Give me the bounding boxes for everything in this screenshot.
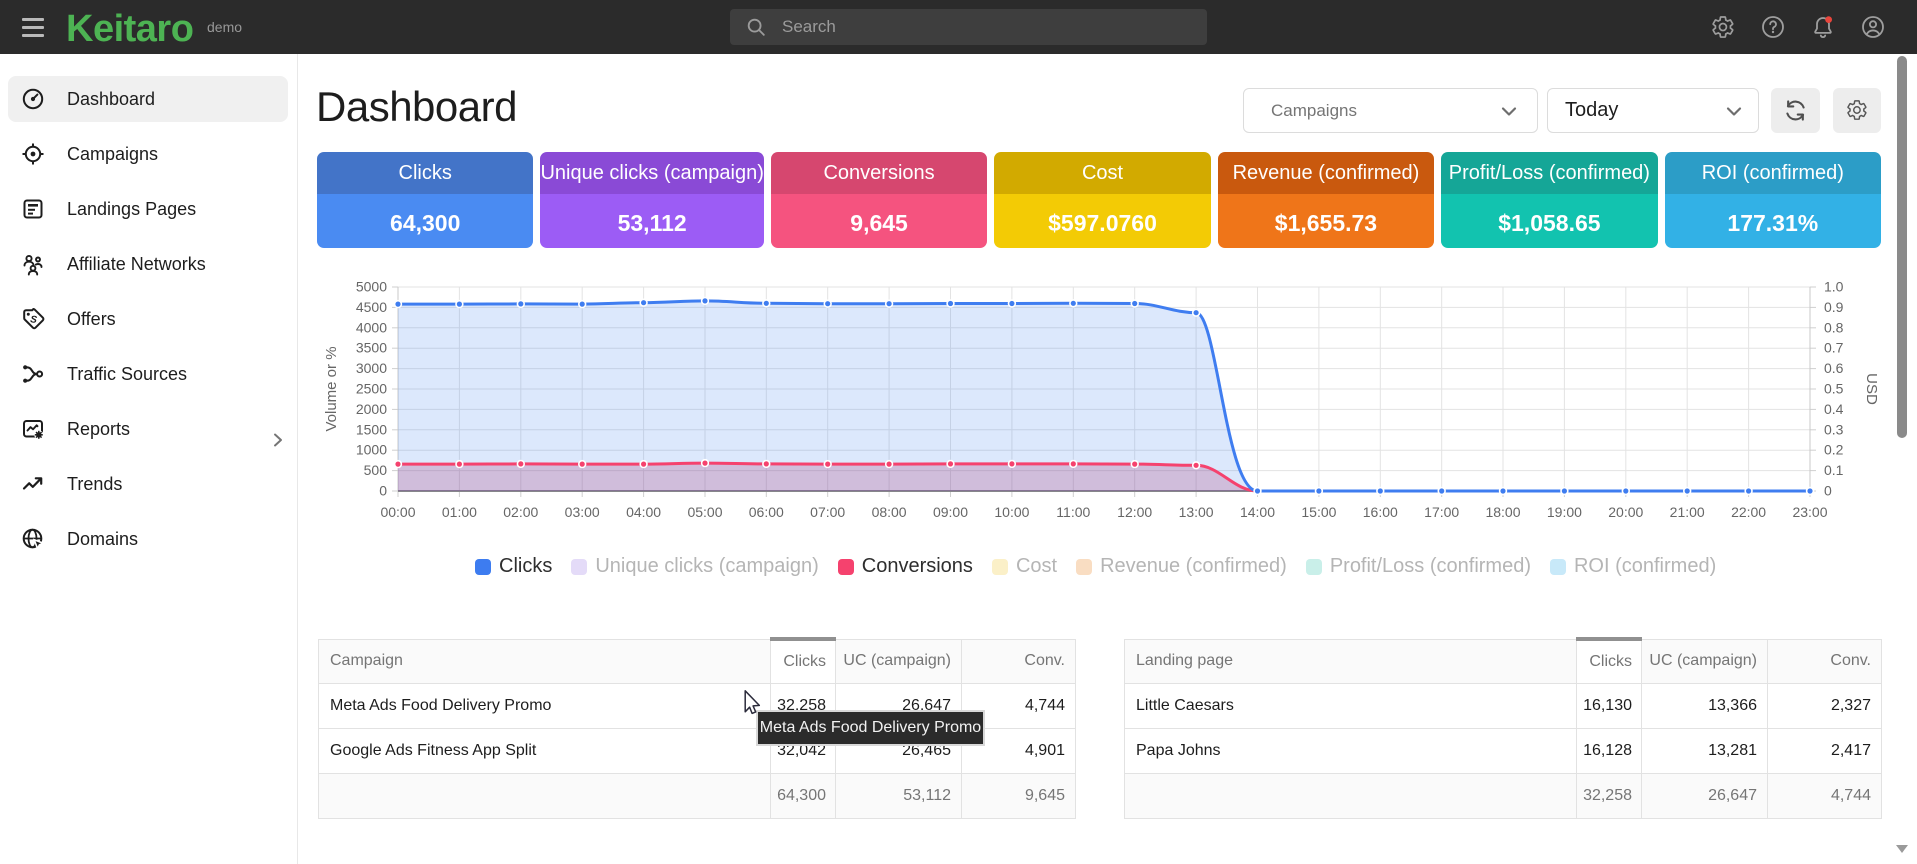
svg-text:0.3: 0.3 (1824, 421, 1844, 437)
svg-text:0.7: 0.7 (1824, 340, 1844, 356)
svg-text:0: 0 (1824, 483, 1832, 499)
svg-text:01:00: 01:00 (442, 504, 477, 520)
svg-text:21:00: 21:00 (1670, 504, 1705, 520)
svg-text:19:00: 19:00 (1547, 504, 1582, 520)
svg-text:17:00: 17:00 (1424, 504, 1459, 520)
svg-text:22:00: 22:00 (1731, 504, 1766, 520)
svg-text:06:00: 06:00 (749, 504, 784, 520)
svg-text:Volume or %: Volume or % (323, 346, 340, 431)
svg-text:07:00: 07:00 (810, 504, 845, 520)
svg-text:3500: 3500 (356, 340, 387, 356)
svg-text:0.1: 0.1 (1824, 462, 1844, 478)
svg-text:3000: 3000 (356, 360, 387, 376)
svg-text:15:00: 15:00 (1301, 504, 1336, 520)
svg-text:09:00: 09:00 (933, 504, 968, 520)
svg-text:20:00: 20:00 (1608, 504, 1643, 520)
svg-text:0.4: 0.4 (1824, 401, 1844, 417)
svg-text:1500: 1500 (356, 421, 387, 437)
svg-text:0.6: 0.6 (1824, 360, 1844, 376)
svg-text:USD: USD (1863, 373, 1880, 405)
svg-text:2000: 2000 (356, 401, 387, 417)
svg-text:0.9: 0.9 (1824, 299, 1844, 315)
svg-text:12:00: 12:00 (1117, 504, 1152, 520)
svg-text:0.5: 0.5 (1824, 381, 1844, 397)
svg-text:1000: 1000 (356, 442, 387, 458)
svg-text:04:00: 04:00 (626, 504, 661, 520)
svg-text:0: 0 (379, 483, 387, 499)
svg-text:4500: 4500 (356, 299, 387, 315)
svg-text:0.2: 0.2 (1824, 442, 1844, 458)
svg-text:08:00: 08:00 (872, 504, 907, 520)
svg-text:S: S (29, 314, 37, 326)
svg-text:10:00: 10:00 (994, 504, 1029, 520)
svg-text:13:00: 13:00 (1179, 504, 1214, 520)
svg-text:16:00: 16:00 (1363, 504, 1398, 520)
svg-text:02:00: 02:00 (503, 504, 538, 520)
svg-text:11:00: 11:00 (1056, 504, 1090, 520)
svg-text:500: 500 (364, 462, 388, 478)
svg-text:4000: 4000 (356, 319, 387, 335)
svg-text:00:00: 00:00 (380, 504, 415, 520)
svg-text:14:00: 14:00 (1240, 504, 1275, 520)
svg-text:23:00: 23:00 (1792, 504, 1827, 520)
svg-text:1.0: 1.0 (1824, 282, 1844, 295)
svg-text:0.8: 0.8 (1824, 319, 1844, 335)
svg-text:05:00: 05:00 (687, 504, 722, 520)
svg-text:2500: 2500 (356, 381, 387, 397)
svg-text:5000: 5000 (356, 282, 387, 295)
svg-text:03:00: 03:00 (565, 504, 600, 520)
svg-text:18:00: 18:00 (1485, 504, 1520, 520)
